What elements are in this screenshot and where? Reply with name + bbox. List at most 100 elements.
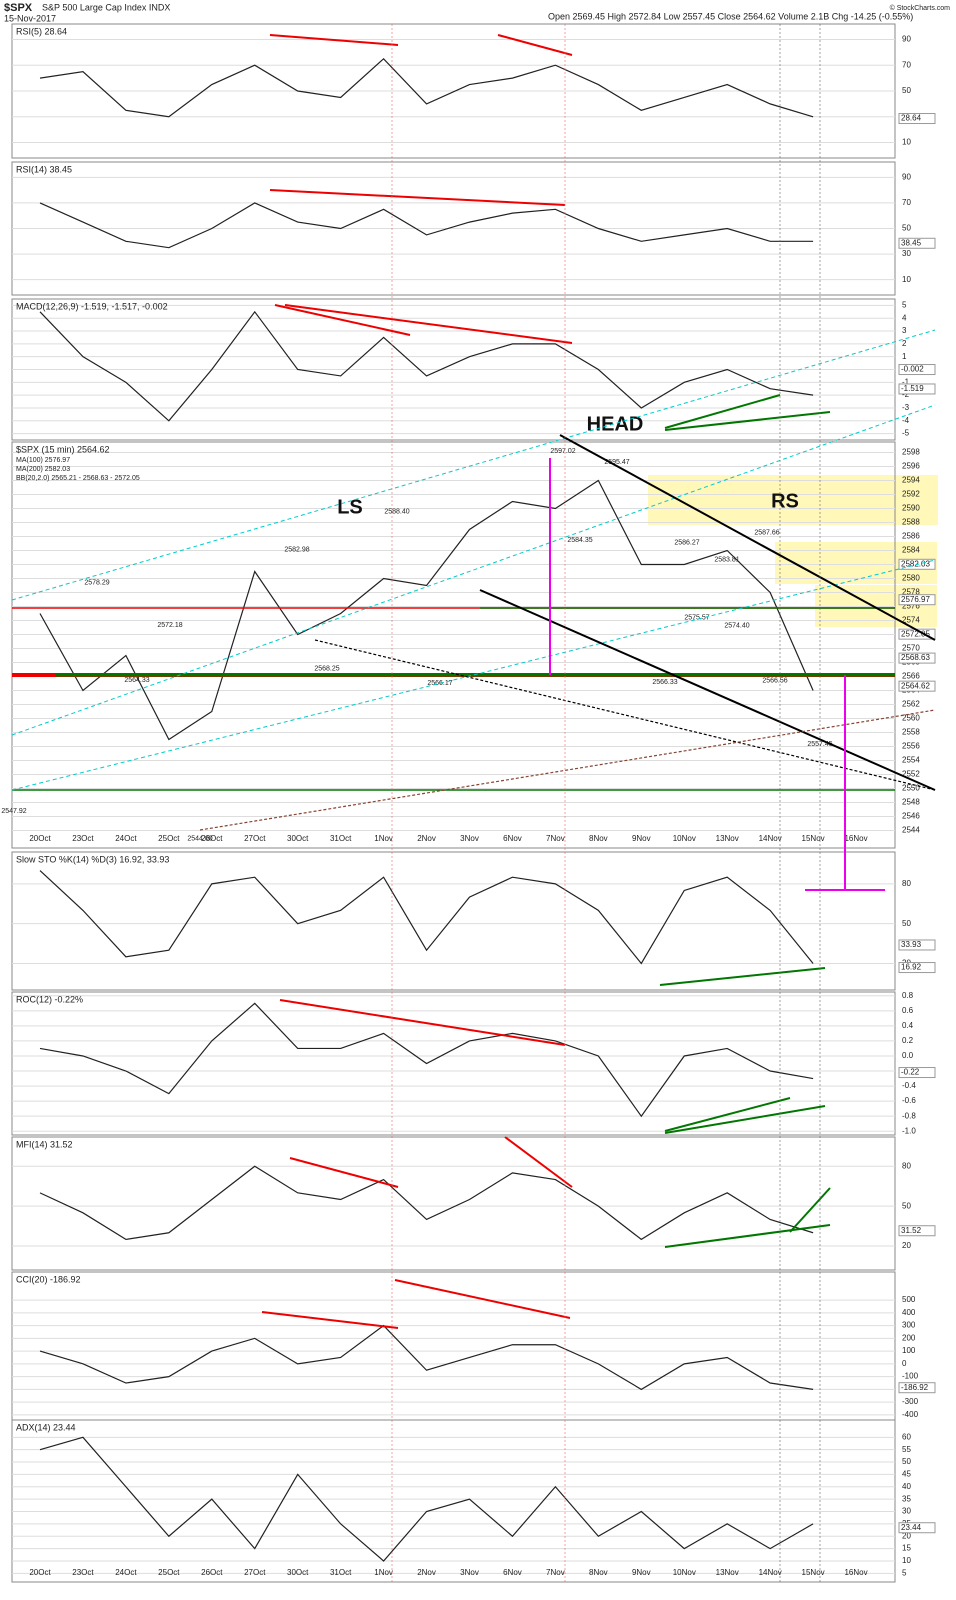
trend-line: [659, 967, 826, 986]
last-value-label: -186.92: [901, 1383, 929, 1392]
x-tick-label: 31Oct: [330, 834, 352, 843]
panel-frame: [11, 851, 896, 991]
y-tick-label: 2588: [902, 518, 920, 527]
x-tick-label: 14Nov: [759, 834, 782, 843]
trend-line: [664, 1097, 791, 1132]
x-tick-label: 26Oct: [201, 1568, 223, 1577]
trend-line: [394, 1279, 571, 1319]
x-tick-label: 30Oct: [287, 1568, 309, 1577]
price-label: 2547.92: [1, 808, 26, 815]
last-value-box: [898, 364, 936, 376]
y-tick-label: -300: [902, 1397, 919, 1406]
y-tick-label: 45: [902, 1470, 911, 1479]
y-tick-label: -2: [902, 390, 910, 399]
panel-frame: [11, 991, 896, 1136]
price-label: 2595.47: [604, 459, 629, 466]
x-tick-label: 25Oct: [158, 834, 180, 843]
y-tick-label: -0.8: [902, 1111, 916, 1120]
y-tick-label: 50: [902, 1457, 911, 1466]
last-value-box: [898, 680, 936, 692]
x-tick-label: 6Nov: [503, 834, 522, 843]
panel-title: RSI(14) 38.45: [16, 164, 72, 174]
trend-line: [11, 404, 936, 736]
last-value-label: 38.45: [901, 238, 922, 247]
x-tick-label: 8Nov: [589, 1568, 608, 1577]
y-tick-label: 55: [902, 1445, 911, 1454]
y-tick-label: 2592: [902, 490, 920, 499]
y-tick-label: 60: [902, 1432, 911, 1441]
trend-line: [497, 34, 573, 56]
x-tick-label: 15Nov: [802, 1568, 825, 1577]
y-tick-label: 2556: [902, 742, 920, 751]
y-tick-label: 4: [902, 313, 907, 322]
series-line: [39, 1436, 814, 1562]
y-tick-label: 2546: [902, 812, 920, 821]
trend-line: [504, 1136, 573, 1188]
panel-title: CCI(20) -186.92: [16, 1274, 81, 1284]
trend-line: [11, 329, 936, 601]
x-tick-label: 8Nov: [589, 834, 608, 843]
x-tick-label: 24Oct: [115, 1568, 137, 1577]
trend-line: [664, 394, 781, 429]
series-line: [39, 202, 814, 249]
y-tick-label: 2596: [902, 462, 920, 471]
y-tick-label: 0.2: [902, 1036, 914, 1045]
last-value-box: [898, 1067, 936, 1079]
last-value-label: 31.52: [901, 1226, 922, 1235]
x-tick-label: 9Nov: [632, 834, 651, 843]
series-line: [39, 1324, 814, 1391]
legend-entry: BB(20,2.0) 2565.21 - 2568.63 - 2572.05: [16, 475, 140, 482]
y-tick-label: 90: [902, 172, 911, 181]
last-value-label: -0.002: [901, 365, 924, 374]
price-label: 2597.02: [550, 448, 575, 455]
trend-line: [11, 559, 936, 791]
x-tick-label: 27Oct: [244, 1568, 266, 1577]
last-value-label: 2572.05: [901, 629, 930, 638]
price-label: 2575.57: [684, 614, 709, 621]
y-tick-label: 200: [902, 1333, 916, 1342]
x-tick-label: 2Nov: [417, 834, 436, 843]
panel-title: RSI(5) 28.64: [16, 26, 67, 36]
x-tick-label: 6Nov: [503, 1568, 522, 1577]
price-label: 2568.25: [314, 666, 339, 673]
panel-frame: [11, 1136, 896, 1271]
series-line: [39, 479, 814, 741]
pattern-label: HEAD: [587, 413, 644, 435]
y-tick-label: 2584: [902, 546, 920, 555]
y-tick-label: 1: [902, 352, 907, 361]
last-value-label: 2568.63: [901, 653, 930, 662]
last-value-box: [898, 383, 936, 395]
panel-title: MFI(14) 31.52: [16, 1139, 73, 1149]
y-tick-label: 2586: [902, 532, 920, 541]
x-tick-label: 10Nov: [673, 834, 696, 843]
x-tick-label: 10Nov: [673, 1568, 696, 1577]
price-label: 2587.66: [754, 530, 779, 537]
x-tick-label: 2Nov: [417, 1568, 436, 1577]
y-tick-label: 5: [902, 301, 907, 310]
y-tick-label: 40: [902, 1482, 911, 1491]
y-tick-label: 2560: [902, 714, 920, 723]
y-tick-label: 80: [902, 879, 911, 888]
x-tick-label: 26Oct: [201, 834, 223, 843]
x-tick-label: 9Nov: [632, 1568, 651, 1577]
credit: © StockCharts.com: [890, 4, 951, 12]
quote: Open 2569.45 High 2572.84 Low 2557.45 Cl…: [548, 11, 913, 21]
y-tick-label: 35: [902, 1494, 911, 1503]
y-tick-label: 2558: [902, 728, 920, 737]
last-value-box: [898, 594, 936, 606]
last-value-label: -0.22: [901, 1068, 920, 1077]
last-value-box: [898, 962, 936, 974]
y-tick-label: 2552: [902, 770, 920, 779]
x-tick-label: 20Oct: [29, 1568, 51, 1577]
y-tick-label: -400: [902, 1410, 919, 1419]
y-tick-label: 30: [902, 1507, 911, 1516]
panel-title: $SPX (15 min) 2564.62: [16, 444, 110, 454]
pattern-label: LS: [337, 496, 363, 518]
last-value-label: 2582.03: [901, 559, 930, 568]
y-tick-label: -0.6: [902, 1096, 916, 1105]
panel-title: MACD(12,26,9) -1.519, -1.517, -0.002: [16, 301, 168, 311]
x-tick-label: 25Oct: [158, 1568, 180, 1577]
y-tick-label: 90: [902, 35, 911, 44]
last-value-box: [898, 1522, 936, 1534]
